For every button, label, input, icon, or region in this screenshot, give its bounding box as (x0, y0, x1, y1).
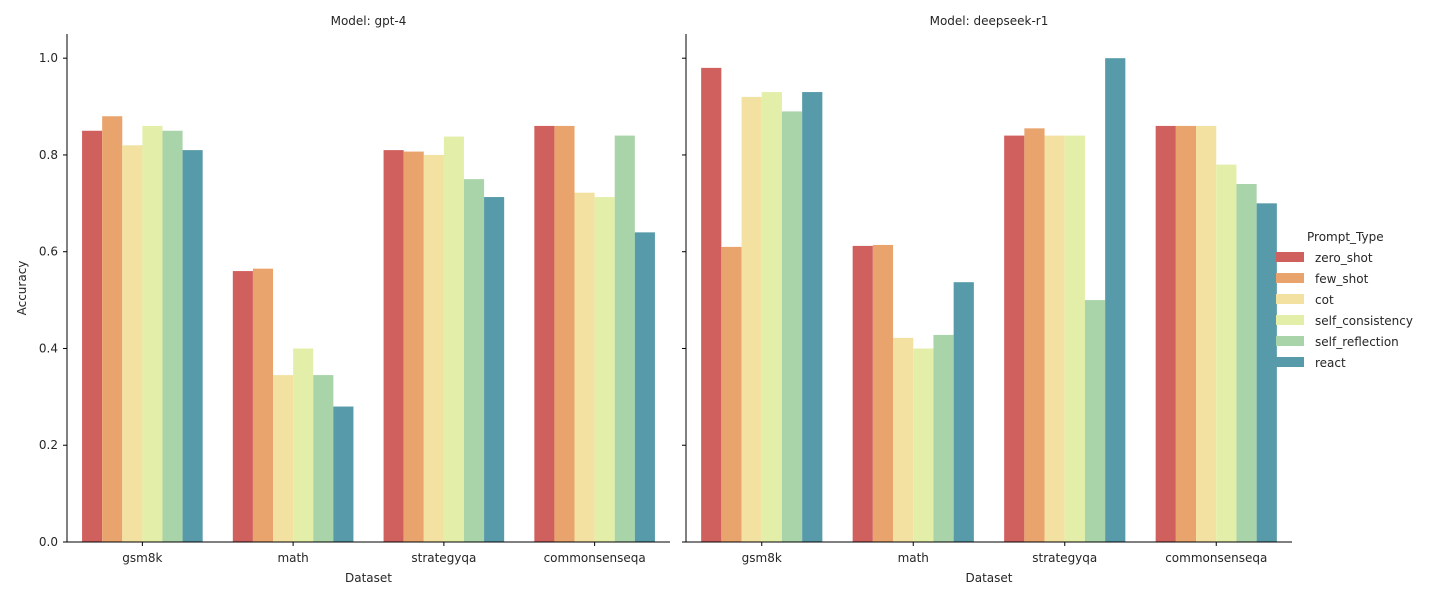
y-tick-label: 0.0 (39, 535, 58, 549)
bar-gpt-4-math-few_shot (252, 268, 274, 542)
bar-deepseek-r1-gsm8k-few_shot (721, 246, 742, 542)
bar-gpt-4-strategyqa-self_reflection (463, 179, 485, 542)
facet-title: Model: gpt-4 (331, 14, 407, 28)
bar-gpt-4-math-zero_shot (232, 271, 253, 542)
bar-gpt-4-gsm8k-few_shot (102, 116, 123, 542)
x-tick-label: math (277, 551, 308, 565)
x-tick-label: commonsenseqa (544, 551, 646, 565)
bar-deepseek-r1-math-self_reflection (933, 334, 954, 542)
bar-gpt-4-gsm8k-zero_shot (82, 130, 103, 542)
bar-deepseek-r1-gsm8k-zero_shot (701, 67, 722, 543)
legend-swatch-zero_shot (1276, 252, 1304, 262)
y-tick-label: 0.6 (39, 245, 58, 259)
legend-swatch-react (1276, 357, 1304, 367)
legend-label-self_consistency: self_consistency (1315, 314, 1413, 328)
bar-gpt-4-commonsenseqa-zero_shot (534, 125, 555, 543)
bar-deepseek-r1-commonsenseqa-cot (1196, 125, 1217, 543)
bar-gpt-4-strategyqa-zero_shot (383, 150, 404, 543)
x-tick-label: strategyqa (411, 551, 476, 565)
bar-deepseek-r1-commonsenseqa-self_consistency (1216, 164, 1237, 542)
bar-deepseek-r1-commonsenseqa-react (1256, 203, 1277, 542)
bar-deepseek-r1-gsm8k-self_reflection (781, 111, 803, 542)
bar-deepseek-r1-commonsenseqa-zero_shot (1155, 125, 1176, 543)
x-tick-label: commonsenseqa (1165, 551, 1267, 565)
bar-deepseek-r1-math-cot (893, 337, 914, 542)
bar-deepseek-r1-math-zero_shot (852, 245, 873, 542)
x-axis-label: Dataset (966, 571, 1013, 585)
bar-deepseek-r1-gsm8k-cot (741, 96, 762, 543)
bar-deepseek-r1-math-few_shot (872, 244, 894, 542)
y-tick-label: 0.8 (39, 148, 58, 162)
x-axis-label: Dataset (345, 571, 392, 585)
x-tick-label: strategyqa (1032, 551, 1097, 565)
bar-deepseek-r1-strategyqa-cot (1044, 135, 1065, 542)
bar-gpt-4-strategyqa-cot (423, 154, 444, 542)
bar-deepseek-r1-gsm8k-self_consistency (761, 92, 782, 542)
bar-deepseek-r1-math-self_consistency (913, 348, 934, 542)
x-tick-label: gsm8k (742, 551, 782, 565)
legend-swatch-self_consistency (1276, 315, 1304, 325)
bar-deepseek-r1-strategyqa-react (1105, 58, 1126, 542)
bar-deepseek-r1-commonsenseqa-few_shot (1175, 125, 1197, 543)
bar-gpt-4-gsm8k-self_consistency (142, 125, 163, 543)
bar-deepseek-r1-math-react (953, 282, 974, 542)
bar-gpt-4-math-react (333, 406, 354, 542)
bar-gpt-4-commonsenseqa-cot (574, 192, 595, 542)
bar-deepseek-r1-strategyqa-zero_shot (1004, 135, 1025, 542)
y-tick-label: 1.0 (39, 51, 58, 65)
bar-gpt-4-gsm8k-self_reflection (162, 130, 183, 542)
x-tick-label: gsm8k (122, 551, 162, 565)
legend-label-zero_shot: zero_shot (1315, 251, 1373, 265)
legend-label-react: react (1315, 356, 1346, 370)
legend-swatch-self_reflection (1276, 336, 1304, 346)
bar-gpt-4-commonsenseqa-self_reflection (614, 135, 635, 542)
bar-gpt-4-math-self_consistency (293, 348, 314, 542)
bar-gpt-4-commonsenseqa-few_shot (554, 125, 575, 543)
legend-label-few_shot: few_shot (1315, 272, 1369, 286)
legend-label-self_reflection: self_reflection (1315, 335, 1399, 349)
legend-swatch-cot (1276, 294, 1304, 304)
y-axis-label: Accuracy (15, 261, 29, 316)
bar-gpt-4-commonsenseqa-react (634, 232, 655, 543)
bar-gpt-4-strategyqa-react (484, 197, 505, 543)
bar-gpt-4-gsm8k-cot (122, 145, 143, 542)
bar-gpt-4-strategyqa-few_shot (403, 151, 424, 542)
bar-deepseek-r1-strategyqa-self_reflection (1084, 300, 1106, 542)
legend-title: Prompt_Type (1307, 230, 1384, 244)
bar-gpt-4-commonsenseqa-self_consistency (594, 197, 615, 543)
bar-deepseek-r1-strategyqa-few_shot (1024, 128, 1045, 542)
legend-label-cot: cot (1315, 293, 1334, 307)
bar-deepseek-r1-gsm8k-react (802, 92, 823, 542)
bar-deepseek-r1-commonsenseqa-self_reflection (1236, 183, 1257, 543)
facet-title: Model: deepseek-r1 (930, 14, 1049, 28)
legend-swatch-few_shot (1276, 273, 1304, 283)
bar-gpt-4-strategyqa-self_consistency (443, 136, 464, 542)
bar-gpt-4-math-cot (273, 375, 294, 542)
y-tick-label: 0.4 (39, 341, 58, 355)
bar-deepseek-r1-strategyqa-self_consistency (1064, 135, 1085, 542)
y-tick-label: 0.2 (39, 438, 58, 452)
x-tick-label: math (898, 551, 929, 565)
bar-gpt-4-math-self_reflection (313, 375, 334, 542)
bar-gpt-4-gsm8k-react (182, 150, 203, 543)
